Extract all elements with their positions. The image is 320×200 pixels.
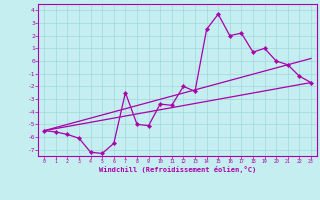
X-axis label: Windchill (Refroidissement éolien,°C): Windchill (Refroidissement éolien,°C) [99, 166, 256, 173]
